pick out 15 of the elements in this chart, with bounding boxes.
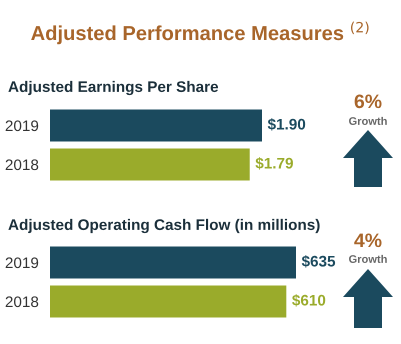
- data-label: $610: [292, 294, 326, 307]
- data-label: $1.90: [268, 118, 306, 131]
- text: 4%: [354, 234, 382, 248]
- chart-title: Adjusted Performance Measures $^{(2)}$: [31, 22, 369, 44]
- chart-subtitle: Adjusted Earnings Per Share: [8, 80, 218, 96]
- chart-title: Adjusted Operating Cash Flow (in millions): [8, 218, 320, 234]
- text: 6%: [354, 94, 382, 108]
- y-tick-label: 2018: [6, 296, 38, 308]
- text: Growth: [349, 254, 387, 263]
- y-tick-label: 2019: [6, 120, 38, 132]
- y-tick-label: 2018: [6, 159, 38, 170]
- data-label: $1.79: [255, 157, 293, 170]
- text: Growth: [349, 116, 387, 125]
- y-tick-label: 2019: [6, 257, 38, 268]
- data-label: $635: [302, 255, 336, 268]
